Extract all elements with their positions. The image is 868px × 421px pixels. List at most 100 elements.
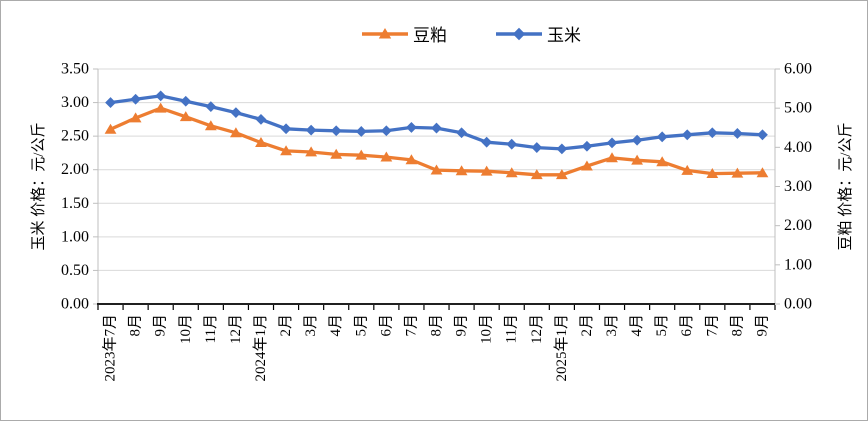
legend-label-yumi: 玉米 [547,26,581,45]
left-axis-tick-label: 0.00 [61,296,89,313]
right-axis-tick-label: 2.00 [784,217,812,234]
diamond-marker [706,127,718,139]
x-axis-label: 12月 [529,314,545,344]
legend-item-yumi: 玉米 [495,21,581,46]
x-axis-label: 8月 [729,314,745,337]
diamond-marker [431,122,442,134]
triangle-marker [631,154,643,165]
legend-item-doupo: 豆粕 [361,21,447,46]
right-axis-title: 豆粕 价格：元/公斤 [837,123,854,251]
triangle-marker [455,165,468,176]
x-axis-label: 8月 [128,314,144,337]
diamond-marker [355,126,367,137]
x-axis-label: 6月 [679,314,695,337]
x-axis-label: 9月 [153,314,169,337]
triangle-marker [230,127,242,138]
legend-label-doupo: 豆粕 [413,26,447,45]
x-axis-label: 3月 [303,314,319,337]
triangle-marker [430,164,443,175]
diamond-marker [506,138,518,150]
diamond-line-sample-icon [496,27,542,40]
chart-legend: 豆粕 玉米 [1,21,867,46]
diamond-marker [731,128,743,139]
triangle-marker [505,167,518,178]
diamond-marker [330,125,342,137]
triangle-marker [129,112,142,123]
triangle-marker [330,148,343,159]
diamond-marker [481,136,493,148]
triangle-marker [530,169,543,180]
diamond-marker [606,137,618,149]
right-axis-tick-label: 3.00 [784,178,812,195]
triangle-marker [355,149,368,160]
triangle-marker [405,154,418,165]
x-axis-label: 10月 [178,314,194,344]
x-axis-label: 4月 [328,314,344,337]
triangle-marker [480,165,493,176]
triangle-marker [581,160,593,171]
left-axis-tick-label: 3.00 [61,94,89,111]
x-axis-label: 10月 [479,314,495,344]
diamond-marker [305,124,317,136]
right-axis-tick-label: 0.00 [784,296,812,313]
x-axis-label: 12月 [228,314,244,344]
triangle-marker [154,102,167,113]
diamond-marker [757,129,768,141]
left-axis-tick-label: 2.00 [61,161,89,178]
triangle-line-sample-icon [362,27,408,38]
triangle-marker [179,111,192,122]
diamond-marker [531,142,543,153]
diamond-marker [406,122,417,133]
triangle-marker [706,167,719,178]
diamond-marker [456,127,467,139]
x-axis-label: 9月 [454,314,470,337]
triangle-marker [606,152,618,163]
left-axis-tick-label: 1.50 [61,195,89,212]
diamond-marker [656,131,668,143]
x-axis-label: 5月 [353,314,369,337]
x-axis-label: 4月 [629,314,645,337]
diamond-marker [105,97,116,108]
diamond-marker [581,140,593,152]
triangle-marker [380,151,393,162]
triangle-marker [255,137,267,148]
triangle-marker [555,169,568,180]
x-axis-label: 8月 [429,314,445,337]
diamond-marker [130,93,142,105]
triangle-marker [656,156,669,167]
x-axis-label: 7月 [704,314,720,337]
left-axis-tick-label: 1.00 [61,228,89,245]
right-axis-tick-label: 6.00 [784,61,812,78]
x-axis-label: 2月 [278,314,294,337]
left-axis-title: 玉米 价格：元/公斤 [30,123,47,251]
diamond-marker [681,129,693,141]
left-axis-tick-label: 3.50 [61,61,89,78]
x-axis-label: 9月 [754,314,770,337]
triangle-marker [204,120,217,131]
x-axis-label: 2025年1月 [553,314,570,382]
x-axis-label: 2024年1月 [252,314,269,382]
left-axis-tick-label: 2.50 [61,128,89,145]
diamond-marker [180,95,192,107]
triangle-marker [280,145,292,156]
x-axis-label: 11月 [504,314,520,343]
triangle-marker [756,167,769,178]
left-axis-tick-label: 0.50 [61,262,89,279]
x-axis-label: 6月 [378,314,394,337]
right-axis-tick-label: 5.00 [784,100,812,117]
x-axis-label: 5月 [654,314,670,337]
x-axis-label: 7月 [403,314,419,337]
triangle-marker [681,164,694,175]
right-axis-tick-label: 1.00 [784,256,812,273]
diamond-marker [255,113,267,125]
diamond-marker [230,107,242,119]
diamond-marker [556,143,568,155]
x-axis-label: 3月 [604,314,620,337]
diamond-marker [205,101,217,112]
triangle-marker [731,167,744,178]
right-axis-tick-label: 4.00 [784,139,812,156]
triangle-marker [104,123,117,134]
x-axis-label: 2023年7月 [102,314,119,382]
diamond-marker [631,134,643,146]
